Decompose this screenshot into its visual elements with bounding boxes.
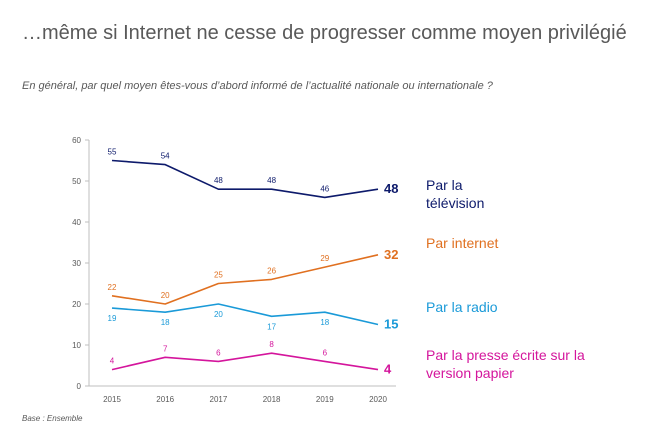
page-title: …même si Internet ne cesse de progresser… [22, 22, 627, 44]
x-tick-label: 2020 [369, 395, 387, 404]
data-label-presse: 4 [384, 362, 392, 377]
y-tick-label: 0 [77, 382, 82, 391]
data-label-radio: 15 [384, 317, 398, 332]
data-label-presse: 8 [269, 340, 274, 349]
x-tick-label: 2016 [156, 395, 174, 404]
data-label-television: 48 [267, 176, 276, 185]
y-tick-label: 60 [72, 136, 81, 145]
data-label-internet: 25 [214, 271, 223, 280]
x-tick-label: 2018 [263, 395, 281, 404]
data-label-radio: 18 [161, 318, 170, 327]
data-label-television: 48 [384, 181, 398, 196]
series-line-presse [111, 352, 379, 371]
legend-presse-ecrite: Par la presse écrite sur la version papi… [426, 347, 585, 381]
base-note: Base : Ensemble [22, 414, 83, 423]
y-tick-label: 10 [72, 341, 81, 350]
x-tick-label: 2015 [103, 395, 121, 404]
y-tick-label: 50 [72, 177, 81, 186]
y-tick-label: 20 [72, 300, 81, 309]
data-label-presse: 7 [163, 344, 168, 353]
data-label-television: 48 [214, 176, 223, 185]
data-label-internet: 20 [161, 291, 170, 300]
data-label-radio: 19 [108, 314, 117, 323]
legend-internet: Par internet [426, 235, 499, 251]
legend-radio: Par la radio [426, 299, 498, 315]
chart-subtitle: En général, par quel moyen êtes-vous d’a… [22, 80, 493, 92]
data-label-presse: 6 [216, 348, 221, 357]
series-line-radio [111, 303, 379, 326]
data-label-internet: 29 [320, 254, 329, 263]
data-label-television: 55 [108, 148, 117, 157]
data-label-presse: 4 [110, 357, 115, 366]
x-tick-label: 2017 [210, 395, 228, 404]
data-label-television: 54 [161, 152, 170, 161]
data-label-radio: 20 [214, 310, 223, 319]
series-line-internet [111, 254, 379, 305]
data-label-radio: 18 [320, 318, 329, 327]
series-line-television [111, 159, 379, 199]
y-tick-label: 30 [72, 259, 81, 268]
x-tick-label: 2019 [316, 395, 334, 404]
data-label-internet: 26 [267, 266, 276, 275]
y-tick-label: 40 [72, 218, 81, 227]
data-label-presse: 6 [323, 348, 328, 357]
data-label-radio: 17 [267, 322, 276, 331]
data-label-television: 46 [320, 184, 329, 193]
data-label-internet: 32 [384, 247, 398, 262]
data-label-internet: 22 [108, 283, 117, 292]
legend-television: Par la télévision [426, 177, 485, 211]
